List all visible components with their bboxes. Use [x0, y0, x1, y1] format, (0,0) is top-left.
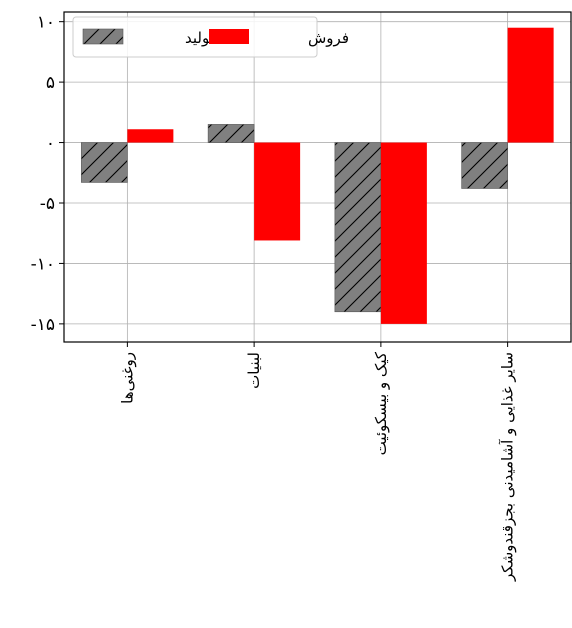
bar-production-2	[334, 142, 382, 313]
legend-swatch-1	[209, 29, 249, 44]
bar-production-1	[207, 124, 255, 143]
legend-label-0: تولید	[185, 29, 214, 47]
bar-production-3	[461, 142, 508, 189]
y-tick-label: -۵	[40, 194, 55, 214]
y-tick-label: ۱۰	[37, 13, 55, 33]
x-tick-label-3: سایر غذایی و آشامیدنی بجزقندوشکر	[499, 352, 517, 582]
bar-sales-3	[507, 27, 554, 143]
y-tick-label: -۱۰	[31, 254, 55, 274]
y-tick-label: -۱۵	[31, 315, 55, 335]
x-axis: روغنی‌ها لبنیات کیک و بیسکوئیت سایر غذایی و…	[118, 342, 517, 582]
bar-sales-1	[254, 142, 301, 241]
x-tick-label-2: کیک و بیسکوئیت	[372, 351, 390, 455]
y-tick-label: ۵	[46, 73, 55, 93]
bar-sales-2	[380, 142, 427, 324]
bar-production-0	[81, 142, 128, 183]
legend-swatch-0	[82, 28, 124, 45]
legend-box	[72, 16, 318, 58]
x-tick-label-1: لبنیات	[245, 352, 263, 389]
y-tick-label: ۰	[46, 134, 55, 154]
legend-label-1: فروش	[308, 29, 349, 47]
bar-sales-0	[127, 129, 174, 143]
plot-frame	[63, 11, 572, 343]
bars	[81, 27, 554, 324]
x-tick-label-0: روغنی‌ها	[118, 352, 136, 404]
y-axis: ۱۰ ۵ ۰ -۵ -۱۰ -۱۵	[31, 13, 64, 335]
legend: تولید فروش	[72, 16, 349, 58]
